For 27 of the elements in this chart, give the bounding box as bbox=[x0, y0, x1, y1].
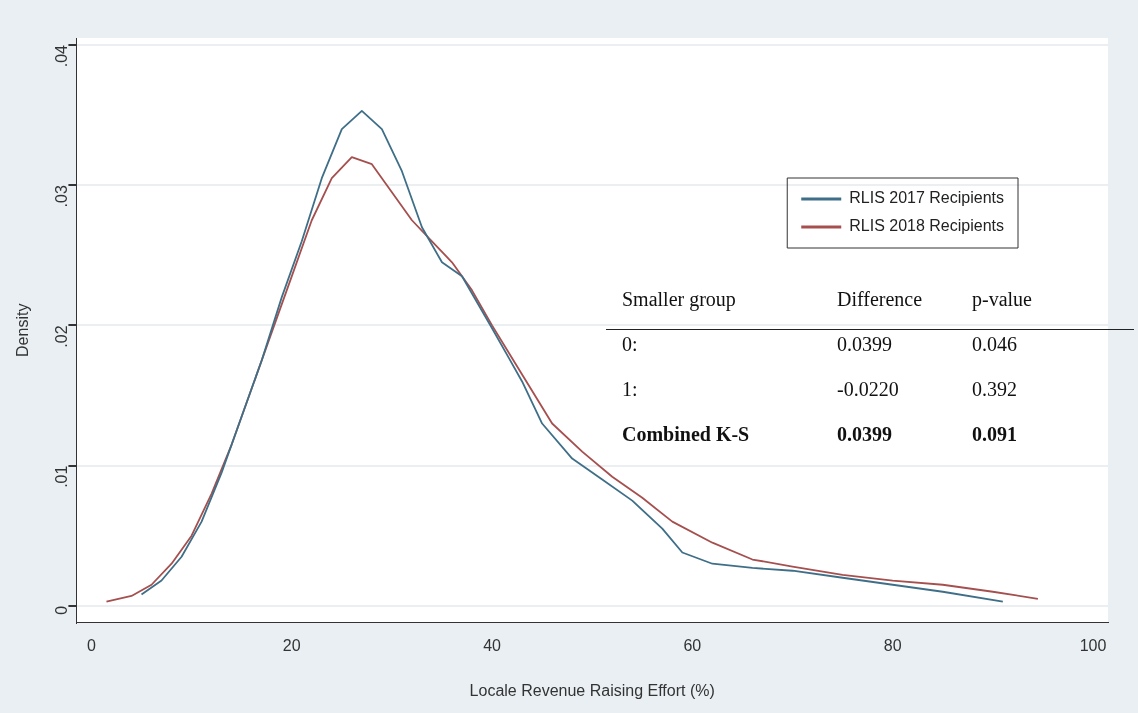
legend-label: RLIS 2018 Recipients bbox=[849, 217, 1005, 235]
x-tick-label: 80 bbox=[883, 636, 902, 654]
annotation: Smaller group bbox=[622, 288, 736, 310]
annotation: 0: bbox=[622, 333, 638, 355]
x-axis-title: Locale Revenue Raising Effort (%) bbox=[469, 681, 715, 699]
annotation: -0.0220 bbox=[837, 378, 899, 400]
y-tick-label: .02 bbox=[52, 325, 70, 348]
annotation: 0.0399 bbox=[837, 333, 892, 355]
annotation: 1: bbox=[622, 378, 638, 400]
y-tick-label: .03 bbox=[52, 185, 70, 208]
annotation: Difference bbox=[837, 288, 923, 310]
annotation: 0.046 bbox=[972, 333, 1017, 355]
y-tick-label: .01 bbox=[52, 465, 70, 488]
x-tick-label: 0 bbox=[86, 636, 96, 654]
annotation: 0.392 bbox=[972, 378, 1017, 400]
y-tick-label: .04 bbox=[52, 44, 70, 68]
y-tick-label: 0 bbox=[52, 605, 70, 615]
annotation: Combined K-S bbox=[622, 423, 750, 445]
x-tick-label: 60 bbox=[683, 636, 702, 654]
x-tick-label: 100 bbox=[1079, 636, 1107, 654]
x-tick-label: 20 bbox=[282, 636, 301, 654]
annotation: 0.091 bbox=[972, 423, 1017, 445]
legend-label: RLIS 2017 Recipients bbox=[849, 189, 1005, 207]
annotation: p-value bbox=[972, 288, 1032, 310]
x-tick-label: 40 bbox=[483, 636, 502, 654]
y-axis-title: Density bbox=[14, 303, 32, 357]
annotation: 0.0399 bbox=[837, 423, 892, 445]
